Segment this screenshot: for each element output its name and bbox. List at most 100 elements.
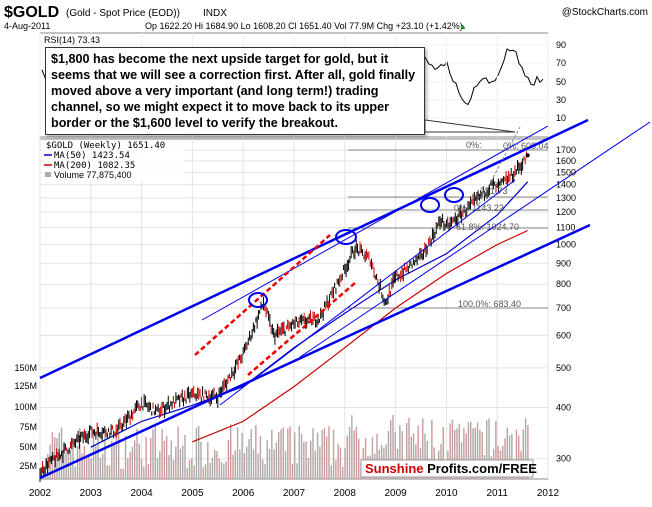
legend-price: $GOLD (Weekly) 1651.40 <box>46 141 165 151</box>
chart-symbol: $GOLD <box>4 4 59 21</box>
price-tick-label: 400 <box>556 403 571 413</box>
volume-bar <box>95 445 97 479</box>
year-tick-label: 2010 <box>435 488 458 499</box>
volume-bar <box>330 465 332 479</box>
volume-bar <box>149 438 152 479</box>
volume-bar <box>140 458 143 479</box>
volume-bar <box>465 433 467 479</box>
volume-bar <box>175 446 177 479</box>
volume-bar <box>257 453 259 479</box>
chart-date: 4-Aug-2011 <box>4 21 50 31</box>
volume-bar <box>250 429 252 479</box>
volume-bar <box>486 420 488 479</box>
volume-bar <box>264 464 266 479</box>
volume-bar <box>108 465 111 479</box>
volume-bar <box>163 441 166 479</box>
volume-bar <box>42 468 44 479</box>
volume-bar <box>74 466 76 479</box>
volume-bar <box>202 467 204 479</box>
volume-bar <box>232 454 234 479</box>
volume-bar <box>508 435 511 479</box>
volume-bar <box>234 450 236 479</box>
volume-bar <box>147 464 150 479</box>
trend-channels <box>39 118 651 480</box>
volume-bar <box>241 432 243 479</box>
legend-volume-swatch <box>45 172 51 177</box>
volume-bar <box>305 441 307 479</box>
volume-bar <box>225 461 227 479</box>
volume-bar <box>83 445 86 479</box>
volume-bar <box>387 431 390 479</box>
volume-bar <box>229 424 232 479</box>
volume-bar <box>186 467 188 479</box>
price-tick-label: 1300 <box>556 193 576 203</box>
volume-bar <box>248 439 250 479</box>
channel-upper-line <box>39 118 589 380</box>
volume-bar <box>261 459 264 479</box>
price-tick-label: 900 <box>556 258 571 268</box>
volume-bar <box>277 432 280 479</box>
volume-bar <box>165 436 168 479</box>
volume-bar <box>177 426 179 479</box>
volume-bar <box>136 428 138 479</box>
volume-bar <box>145 436 147 479</box>
volume-bar <box>188 459 191 479</box>
volume-bar <box>335 460 337 479</box>
volume-bar <box>319 446 321 479</box>
volume-bar <box>72 443 74 479</box>
price-tick-label: 1200 <box>556 207 576 217</box>
volume-bar <box>220 462 223 479</box>
volume-bar <box>218 458 220 479</box>
volume-bar <box>104 429 106 479</box>
volume-bar <box>346 435 348 479</box>
volume-axis: 150M 125M 100M 75M 50M 25M <box>14 363 37 471</box>
volume-bar <box>282 427 284 479</box>
volume-tick-label: 50M <box>19 442 37 452</box>
price-axis: 300 400 500 600 700 800 900 1000 1100 1200 1300 140… <box>556 145 576 464</box>
volume-bar <box>394 432 396 479</box>
price-tick-label: 1100 <box>556 223 575 233</box>
channel-lower-line <box>39 223 591 480</box>
annotation-text: $1,800 has become the next upside target… <box>51 52 416 130</box>
legend-volume: Volume 77,875,400 <box>54 170 132 180</box>
volume-bar <box>522 429 524 479</box>
fib-label-100: 100.0%: 683.40 <box>458 299 521 309</box>
volume-bar <box>273 449 275 479</box>
volume-bar <box>191 458 193 479</box>
volume-bar <box>488 418 490 479</box>
volume-bar <box>342 467 344 479</box>
volume-bar <box>339 447 342 479</box>
volume-bar <box>481 432 483 479</box>
year-tick-label: 2012 <box>537 488 560 499</box>
volume-bar <box>179 448 182 479</box>
volume-bar <box>99 457 102 479</box>
volume-bar <box>223 463 225 479</box>
volume-bar <box>474 427 476 479</box>
watermark-url: Profits.com/FREE <box>424 461 538 476</box>
rsi-tick-label: 90 <box>556 40 566 50</box>
volume-bar <box>307 457 310 479</box>
volume-bar <box>364 438 367 479</box>
volume-tick-label: 125M <box>14 381 37 391</box>
volume-bar <box>314 450 316 479</box>
volume-bar <box>527 424 529 479</box>
chart-name: (Gold - Spot Price (EOD)) <box>66 8 180 19</box>
volume-bar <box>451 419 454 479</box>
volume-bar <box>431 419 433 479</box>
volume-bar <box>291 463 294 479</box>
year-tick-label: 2009 <box>384 488 407 499</box>
watermark-brand: Sunshine <box>365 461 424 476</box>
volume-tick-label: 75M <box>19 422 37 432</box>
volume-bar <box>454 429 456 479</box>
volume-bar <box>511 433 513 479</box>
volume-bar <box>515 429 518 479</box>
volume-bar <box>79 428 81 479</box>
volume-bar <box>524 418 527 479</box>
volume-bar <box>506 427 508 479</box>
volume-bar <box>152 429 154 479</box>
volume-bar <box>195 427 198 479</box>
rsi-tick-label: 70 <box>556 58 566 68</box>
volume-bar <box>495 421 497 479</box>
volume-bar <box>298 426 300 479</box>
price-tick-label: 300 <box>556 454 571 464</box>
